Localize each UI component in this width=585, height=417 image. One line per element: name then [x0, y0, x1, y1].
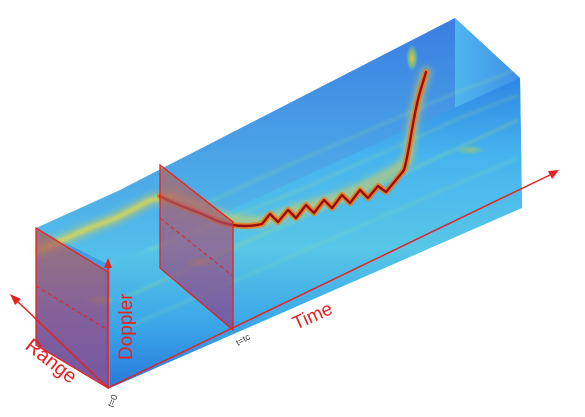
- time-arrowhead: [548, 170, 559, 179]
- slice-tc: [159, 163, 234, 332]
- axes: [10, 170, 559, 389]
- tc-tick-label: t=tᴄ: [234, 331, 252, 347]
- spectrogram-volume: [35, 18, 522, 388]
- time-axis: [107, 173, 553, 389]
- t0-tick-label: t=0: [106, 393, 120, 409]
- range-axis: [13, 297, 109, 389]
- range-arrowhead: [10, 294, 21, 305]
- doppler-label: Doppler: [116, 293, 137, 360]
- doppler-arrowhead: [104, 258, 112, 268]
